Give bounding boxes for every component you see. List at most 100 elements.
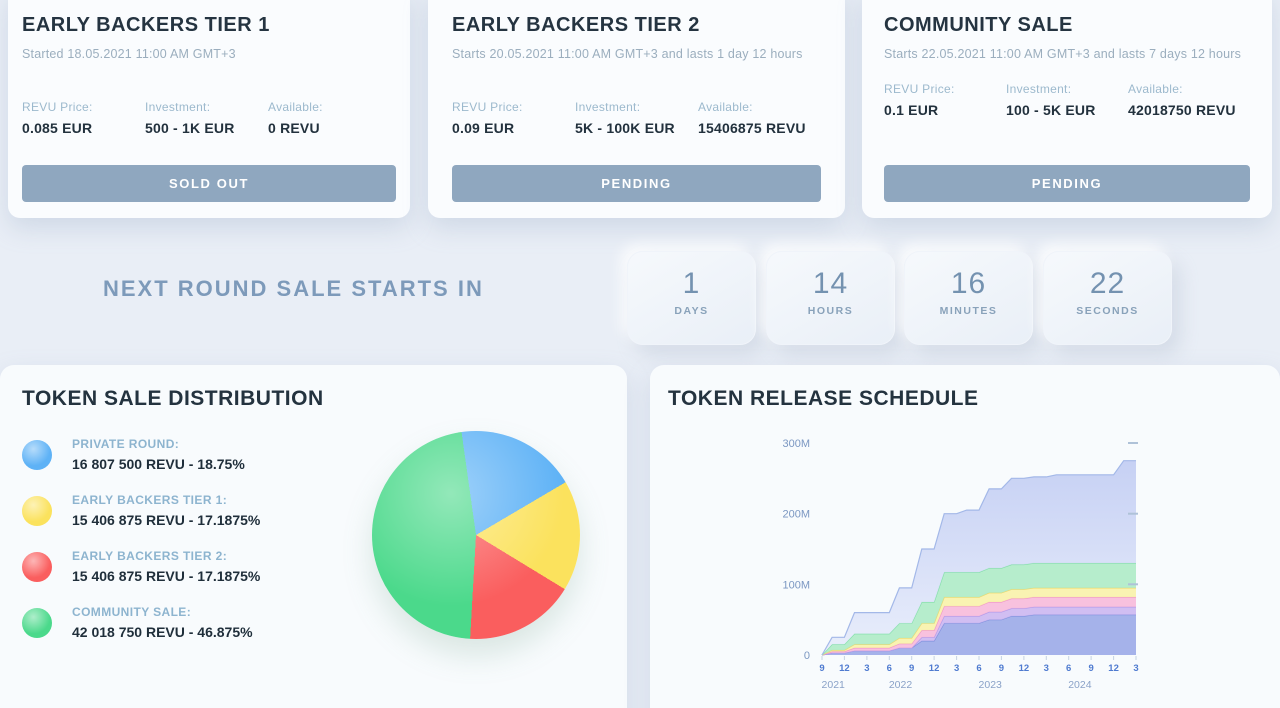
tier-title: EARLY BACKERS TIER 1 (22, 14, 270, 36)
legend-label: EARLY BACKERS TIER 2: (72, 549, 228, 563)
legend-item-early-backers-2: EARLY BACKERS TIER 2: 15 406 875 REVU - … (22, 549, 260, 584)
tier-stats: REVU Price: 0.09 EUR Investment: 5K - 10… (452, 100, 821, 136)
legend-label: EARLY BACKERS TIER 1: (72, 493, 228, 507)
revu-price-stat: REVU Price: 0.085 EUR (22, 100, 145, 136)
sold-out-button[interactable]: SOLD OUT (22, 165, 396, 202)
early-backers-1-swatch-icon (22, 496, 52, 526)
countdown-hours-tile: 14 HOURS (766, 251, 895, 345)
legend-value: 15 406 875 REVU - 17.1875% (72, 568, 261, 584)
tier-card-community-sale: COMMUNITY SALE Starts 22.05.2021 11:00 A… (862, 0, 1272, 218)
pending-button[interactable]: PENDING (452, 165, 821, 202)
svg-text:3: 3 (1133, 663, 1138, 674)
svg-text:3: 3 (1044, 663, 1049, 674)
legend-text: EARLY BACKERS TIER 1: 15 406 875 REVU - … (72, 493, 260, 528)
countdown-minutes-label: MINUTES (939, 305, 998, 317)
investment-value: 100 - 5K EUR (1006, 101, 1096, 118)
svg-text:6: 6 (887, 663, 892, 674)
available-value: 42018750 REVU (1128, 101, 1236, 118)
countdown-seconds-label: SECONDS (1076, 305, 1139, 317)
countdown-seconds-tile: 22 SECONDS (1043, 251, 1172, 345)
private-round-swatch-icon (22, 440, 52, 470)
svg-text:9: 9 (819, 663, 824, 674)
tier-subtitle: Starts 20.05.2021 11:00 AM GMT+3 and las… (452, 47, 803, 61)
revu-price-label: REVU Price: (22, 99, 93, 114)
legend-value: 16 807 500 REVU - 18.75% (72, 456, 245, 472)
token-sale-distribution-card: TOKEN SALE DISTRIBUTION PRIVATE ROUND: 1… (0, 365, 627, 708)
countdown-seconds-value: 22 (1089, 267, 1126, 300)
svg-text:2021: 2021 (822, 679, 846, 691)
countdown-days-tile: 1 DAYS (627, 251, 756, 345)
revu-price-label: REVU Price: (884, 81, 955, 96)
svg-text:9: 9 (909, 663, 914, 674)
available-label: Available: (698, 99, 753, 114)
tier-card-early-backers-1: EARLY BACKERS TIER 1 Started 18.05.2021 … (8, 0, 410, 218)
legend-text: PRIVATE ROUND: 16 807 500 REVU - 18.75% (72, 437, 245, 472)
tier-stats: REVU Price: 0.085 EUR Investment: 500 - … (22, 100, 396, 136)
legend-label: COMMUNITY SALE: (72, 605, 192, 619)
available-label: Available: (1128, 81, 1183, 96)
investment-stat: Investment: 500 - 1K EUR (145, 100, 268, 136)
svg-text:3: 3 (864, 663, 869, 674)
tier-card-early-backers-2: EARLY BACKERS TIER 2 Starts 20.05.2021 1… (428, 0, 845, 218)
early-backers-2-swatch-icon (22, 552, 52, 582)
legend-value: 42 018 750 REVU - 46.875% (72, 624, 253, 640)
countdown-minutes-value: 16 (950, 267, 987, 300)
countdown-days-label: DAYS (674, 305, 709, 317)
svg-text:2024: 2024 (1068, 679, 1092, 691)
legend-value: 15 406 875 REVU - 17.1875% (72, 512, 261, 528)
distribution-title: TOKEN SALE DISTRIBUTION (22, 387, 324, 410)
available-stat: Available: 42018750 REVU (1128, 82, 1250, 118)
svg-text:300M: 300M (782, 438, 810, 450)
available-value: 15406875 REVU (698, 119, 806, 136)
tier-stats: REVU Price: 0.1 EUR Investment: 100 - 5K… (884, 82, 1250, 118)
investment-label: Investment: (145, 99, 211, 114)
svg-text:6: 6 (1066, 663, 1071, 674)
revu-price-stat: REVU Price: 0.09 EUR (452, 100, 575, 136)
investment-label: Investment: (1006, 81, 1072, 96)
svg-text:9: 9 (1088, 663, 1093, 674)
available-label: Available: (268, 99, 323, 114)
svg-text:200M: 200M (782, 509, 810, 521)
tier-title: COMMUNITY SALE (884, 14, 1073, 36)
distribution-legend: PRIVATE ROUND: 16 807 500 REVU - 18.75% … (22, 437, 260, 661)
token-release-schedule-card: TOKEN RELEASE SCHEDULE 0 100M 200M 300M 9 12 3… (650, 365, 1280, 708)
svg-text:3: 3 (954, 663, 959, 674)
legend-item-early-backers-1: EARLY BACKERS TIER 1: 15 406 875 REVU - … (22, 493, 260, 528)
svg-text:12: 12 (839, 663, 850, 674)
investment-value: 5K - 100K EUR (575, 119, 675, 136)
svg-text:0: 0 (804, 650, 810, 662)
community-sale-swatch-icon (22, 608, 52, 638)
svg-text:6: 6 (976, 663, 981, 674)
revu-price-value: 0.1 EUR (884, 101, 939, 118)
revu-price-stat: REVU Price: 0.1 EUR (884, 82, 1006, 118)
revu-price-label: REVU Price: (452, 99, 523, 114)
investment-label: Investment: (575, 99, 641, 114)
countdown-hours-label: HOURS (807, 305, 854, 317)
countdown-minutes-tile: 16 MINUTES (904, 251, 1033, 345)
svg-text:9: 9 (999, 663, 1004, 674)
svg-text:12: 12 (1108, 663, 1119, 674)
svg-text:12: 12 (1019, 663, 1030, 674)
schedule-title: TOKEN RELEASE SCHEDULE (668, 387, 979, 410)
investment-stat: Investment: 100 - 5K EUR (1006, 82, 1128, 118)
svg-text:100M: 100M (782, 579, 810, 591)
legend-item-community-sale: COMMUNITY SALE: 42 018 750 REVU - 46.875… (22, 605, 260, 640)
investment-stat: Investment: 5K - 100K EUR (575, 100, 698, 136)
countdown-days-value: 1 (682, 267, 701, 300)
available-value: 0 REVU (268, 119, 320, 136)
legend-label: PRIVATE ROUND: (72, 437, 180, 451)
legend-item-private-round: PRIVATE ROUND: 16 807 500 REVU - 18.75% (22, 437, 260, 472)
svg-text:12: 12 (929, 663, 940, 674)
legend-text: COMMUNITY SALE: 42 018 750 REVU - 46.875… (72, 605, 253, 640)
distribution-pie-chart (372, 431, 580, 639)
investment-value: 500 - 1K EUR (145, 119, 235, 136)
tier-subtitle: Started 18.05.2021 11:00 AM GMT+3 (22, 47, 236, 61)
tier-title: EARLY BACKERS TIER 2 (452, 14, 700, 36)
tier-subtitle: Starts 22.05.2021 11:00 AM GMT+3 and las… (884, 47, 1242, 61)
svg-text:2022: 2022 (889, 679, 913, 691)
countdown-heading: NEXT ROUND SALE STARTS IN (103, 276, 484, 301)
countdown-hours-value: 14 (812, 267, 849, 300)
available-stat: Available: 0 REVU (268, 100, 391, 136)
pending-button[interactable]: PENDING (884, 165, 1250, 202)
